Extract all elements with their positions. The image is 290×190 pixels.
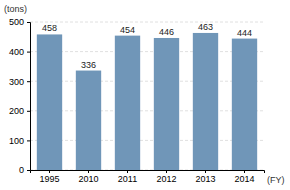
x-tick-label: 1995	[39, 174, 59, 184]
x-tick-mark	[88, 170, 89, 173]
y-tick: 200	[9, 106, 30, 116]
y-tick: 0	[19, 165, 30, 175]
y-tick-mark	[27, 111, 30, 112]
data-label: 444	[237, 28, 252, 38]
x-tick-label: 2013	[195, 174, 215, 184]
x-axis-line	[31, 171, 265, 174]
x-tick-mark	[49, 170, 50, 173]
x-axis: 1995 2010 2011 2012 2013 2014	[31, 170, 265, 184]
y-tick-mark	[27, 170, 30, 171]
x-tick: 2010	[78, 170, 98, 184]
x-tick-mark	[166, 170, 167, 173]
data-label: 454	[120, 25, 135, 35]
grid-line	[30, 51, 264, 52]
data-labels: 458 336 454 446 463 444	[42, 22, 252, 70]
x-tick-mark	[205, 170, 206, 173]
bars	[37, 33, 257, 170]
grid-line	[30, 81, 264, 82]
bar	[115, 36, 140, 170]
bar	[232, 39, 257, 170]
y-tick-label: 400	[9, 47, 24, 57]
data-label: 336	[81, 60, 96, 70]
y-tick-mark	[27, 52, 30, 53]
y-tick: 100	[9, 136, 30, 146]
x-axis-title: (FY)	[267, 175, 285, 185]
y-tick: 500	[9, 17, 30, 27]
y-tick: 400	[9, 47, 30, 57]
y-axis-title: (tons)	[4, 4, 27, 14]
x-tick-mark	[127, 170, 128, 173]
x-tick-label: 2011	[118, 174, 137, 184]
y-axis: 0 100 200 300 400 500	[9, 17, 31, 175]
x-tick: 2014	[234, 170, 254, 184]
grid	[30, 22, 264, 170]
y-tick-mark	[27, 81, 30, 82]
y-axis-line	[27, 23, 31, 171]
data-label: 446	[159, 27, 174, 37]
x-tick-label: 2014	[234, 174, 254, 184]
chart: 0 100 200 300 400 500 1995 2010 2011 2012 2013 2014…	[0, 0, 290, 190]
x-tick-label: 2010	[78, 174, 98, 184]
x-tick: 2013	[195, 170, 215, 184]
x-tick-mark	[244, 170, 245, 173]
data-label: 458	[42, 23, 57, 33]
x-tick-label: 2012	[156, 174, 176, 184]
bar	[154, 38, 179, 170]
grid-line	[30, 110, 264, 111]
y-tick: 300	[9, 77, 30, 87]
grid-line	[30, 22, 264, 23]
x-tick: 1995	[39, 170, 59, 184]
y-tick-label: 100	[9, 136, 24, 146]
x-tick: 2012	[156, 170, 176, 184]
y-tick-label: 500	[9, 17, 24, 27]
bar	[76, 71, 101, 170]
data-label: 463	[198, 22, 213, 32]
y-tick-label: 300	[9, 77, 24, 87]
grid-line	[30, 140, 264, 141]
bar	[37, 34, 62, 170]
y-tick-mark	[27, 22, 30, 23]
y-tick-label: 200	[9, 106, 24, 116]
y-tick-label: 0	[19, 165, 24, 175]
y-tick-mark	[27, 140, 30, 141]
bar	[193, 33, 218, 170]
x-tick: 2011	[118, 170, 137, 184]
